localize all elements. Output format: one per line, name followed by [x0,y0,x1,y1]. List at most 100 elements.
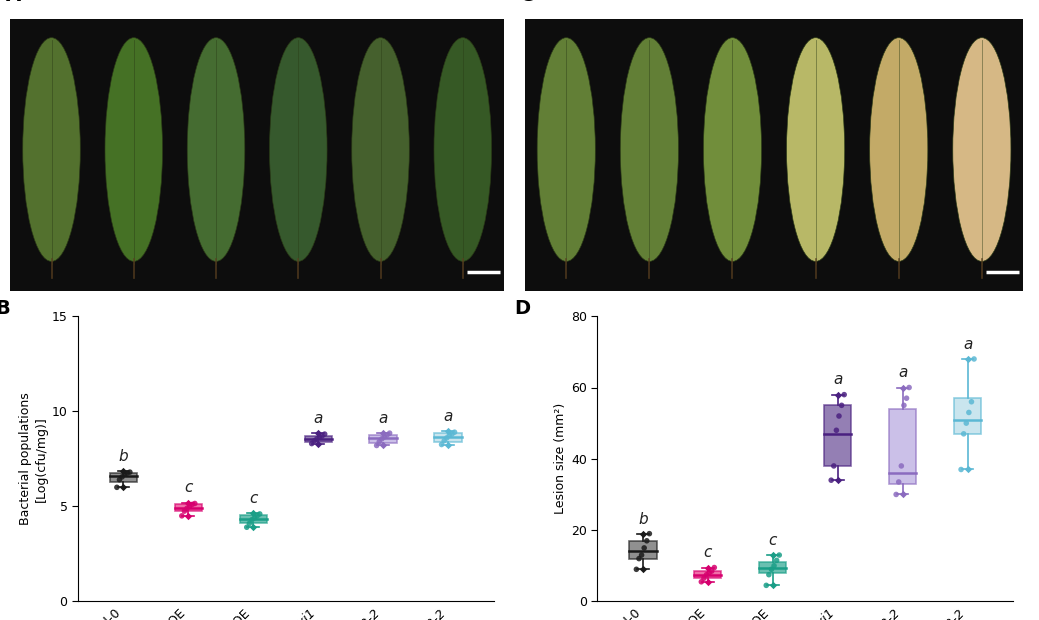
Point [436,436,453,446]
Point [703,566,720,576]
Point [316,429,332,439]
Point [182,502,198,512]
Bar [304,436,331,441]
Ellipse shape [187,38,245,262]
Point [636,543,652,553]
Bar [630,541,657,559]
Point [696,574,713,583]
Point [307,436,323,446]
Text: c: c [184,480,192,495]
Point [699,577,716,587]
Point [829,390,846,400]
Point [251,509,268,519]
Text: c: c [769,533,777,548]
Point [895,490,911,500]
Point [375,428,392,438]
Point [635,529,651,539]
Point [898,393,914,403]
Bar [370,435,397,443]
Point [238,522,256,532]
Point [705,562,722,572]
Point [439,427,456,436]
Point [830,411,847,421]
Point [890,477,907,487]
Point [700,568,717,578]
Bar [110,473,137,482]
Point [693,577,710,587]
Text: A: A [5,0,21,5]
Point [243,515,260,525]
Point [895,383,911,392]
Ellipse shape [352,38,409,262]
Point [187,498,204,508]
Point [823,475,840,485]
Point [829,475,846,485]
Text: b: b [118,449,128,464]
Point [833,401,850,410]
Point [761,570,777,580]
Text: c: c [703,546,712,560]
Ellipse shape [537,38,595,262]
Point [314,431,330,441]
Y-axis label: Lesion size (mm²): Lesion size (mm²) [554,403,567,515]
Point [115,482,132,492]
Point [958,418,975,428]
Ellipse shape [953,38,1011,262]
Point [108,482,125,492]
Point [631,554,647,564]
Point [378,430,395,440]
Point [641,529,658,539]
Point [376,432,393,442]
Point [699,562,716,572]
Point [896,401,912,410]
Point [894,461,910,471]
Point [241,518,258,528]
Point [249,511,266,521]
Point [444,429,460,439]
Ellipse shape [870,38,928,262]
Point [371,436,388,446]
Point [374,434,391,444]
Point [765,550,781,560]
Point [122,467,138,477]
Ellipse shape [434,38,491,262]
Text: a: a [898,365,907,380]
Point [180,511,196,521]
Point [771,550,788,560]
Point [633,550,650,560]
Bar [824,405,851,466]
Text: D: D [514,299,531,318]
Point [765,580,781,590]
Point [825,461,842,471]
Text: B. cinerea: B. cinerea [512,129,523,181]
Bar [889,409,916,484]
Point [439,440,456,450]
Text: a: a [963,337,973,352]
Point [310,428,326,438]
Point [441,430,457,440]
Point [960,407,977,417]
Point [180,498,196,508]
Text: a: a [444,409,453,424]
Text: B: B [0,299,9,318]
Point [433,440,450,450]
Text: C: C [520,0,534,5]
Point [959,464,976,474]
Text: a: a [833,373,843,388]
Point [381,428,398,438]
Point [965,354,982,364]
Point [963,397,980,407]
Ellipse shape [787,38,845,262]
Point [757,580,774,590]
Bar [760,562,787,573]
Point [447,427,463,437]
Text: a: a [378,411,388,426]
Point [375,441,392,451]
Ellipse shape [703,38,762,262]
Y-axis label: Bacterial populations
[Log(cfu/mg)]: Bacterial populations [Log(cfu/mg)] [20,392,48,525]
Point [174,511,190,521]
Point [828,425,845,435]
Text: c: c [249,491,258,506]
Bar [694,571,721,578]
Point [887,490,904,500]
